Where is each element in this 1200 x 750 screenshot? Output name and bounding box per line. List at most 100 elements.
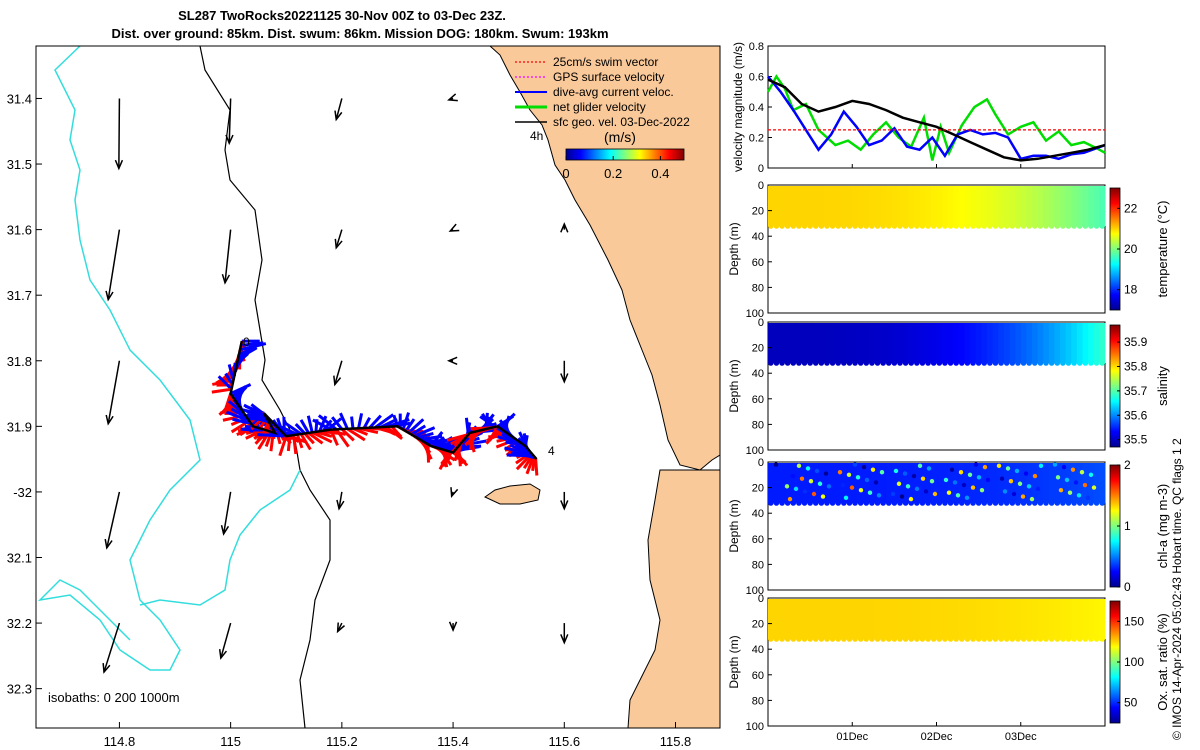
section-cell-edge <box>1009 636 1016 642</box>
chart-title-line2: Dist. over ground: 85km. Dist. swum: 86k… <box>111 26 609 41</box>
section-cell <box>880 463 887 503</box>
section-cell-edge <box>841 360 847 366</box>
chla-sample <box>1073 480 1079 485</box>
dive-avg-vector <box>244 404 265 415</box>
section-cell-edge <box>1037 360 1044 366</box>
geo-vector-head <box>560 634 569 645</box>
section-cell-edge <box>796 360 802 366</box>
section-cell-edge <box>818 223 825 229</box>
section-cell-edge <box>992 360 999 366</box>
section-cell-edge <box>1026 360 1032 366</box>
section-cell <box>958 463 966 503</box>
velocity-y-tick-label: 0.8 <box>749 41 764 53</box>
chla-sample <box>805 466 811 471</box>
section-cell-edge <box>841 500 847 506</box>
section-cell <box>897 186 904 226</box>
section-cell-edge <box>1088 223 1094 229</box>
section-cell-edge <box>801 360 808 366</box>
section-cell <box>1076 323 1084 363</box>
section-cell-edge <box>975 360 982 366</box>
chla-sample <box>820 494 826 499</box>
section-cell <box>1031 463 1039 503</box>
section-cell <box>942 186 949 226</box>
section-cell-edge <box>1043 636 1049 642</box>
section-cell-edge <box>914 223 920 229</box>
section-cell-edge <box>1082 360 1089 366</box>
section-cell <box>852 599 859 639</box>
section-cell <box>987 599 994 639</box>
section-cell-edge <box>1009 223 1016 229</box>
section-colorbar-label: Ox. sat. ratio (%) <box>1155 613 1170 711</box>
section-cell <box>1093 323 1100 363</box>
geo-vector-head <box>114 159 124 171</box>
section-cell-edge <box>902 636 909 642</box>
section-cell <box>930 323 937 363</box>
section-cell-edge <box>784 500 791 506</box>
section-cell-edge <box>863 223 870 229</box>
section-cell-edge <box>852 360 858 366</box>
section-cell <box>897 599 904 639</box>
section-cell-edge <box>1065 223 1072 229</box>
dive-avg-vector <box>410 424 427 436</box>
section-cell <box>835 323 842 363</box>
chla-sample <box>1020 494 1026 499</box>
section-cell <box>1054 323 1061 363</box>
section-cell <box>841 323 848 363</box>
section-cell-edge <box>824 500 830 506</box>
chla-sample <box>867 490 873 495</box>
section-cell-edge <box>880 636 886 642</box>
section-cell <box>1037 599 1044 639</box>
chla-sample <box>1076 493 1082 498</box>
section-y-tick-label: 20 <box>752 206 764 218</box>
section-cell <box>768 599 775 639</box>
section-y-tick-label: 80 <box>752 695 764 707</box>
section-y-tick-label: 60 <box>752 394 764 406</box>
section-cell <box>869 599 876 639</box>
section-y-tick-label: 40 <box>752 644 764 656</box>
section-cell <box>835 186 842 226</box>
section-cell <box>829 186 836 226</box>
section-cell <box>897 323 904 363</box>
dive-avg-vector <box>416 431 434 440</box>
section-colorbar-tick-label: 0 <box>1124 580 1131 594</box>
chla-sample <box>1079 470 1085 475</box>
section-cell <box>958 323 966 363</box>
section-cell <box>1043 323 1050 363</box>
section-y-tick-label: 40 <box>752 231 764 243</box>
chla-sample <box>1029 496 1035 502</box>
chla-sample <box>790 473 796 479</box>
section-cell <box>885 463 893 503</box>
section-cell <box>818 599 825 639</box>
section-cell <box>953 186 960 226</box>
section-cell-edge <box>964 223 971 229</box>
section-cell <box>1020 463 1027 503</box>
chla-sample <box>1023 471 1029 476</box>
geo-vector <box>335 98 343 120</box>
chla-sample <box>876 493 882 498</box>
section-cell-edge <box>897 500 903 506</box>
section-cell <box>1043 463 1050 503</box>
section-colorbar-tick-label: 35.9 <box>1124 335 1148 349</box>
section-cell-edge <box>790 223 797 229</box>
section-cell <box>964 599 971 639</box>
section-cell <box>930 186 937 226</box>
isobath-1000m <box>37 46 201 671</box>
section-cell <box>953 323 960 363</box>
section-colorbar-tick-label: 2 <box>1124 458 1131 472</box>
chla-sample <box>808 479 814 484</box>
isobaths-legend: isobaths: 0 200 1000m <box>48 690 180 705</box>
section-cell-edge <box>779 636 785 642</box>
salinity-section: 0 20 40 60 80 100 Depth (m) 35.5 35.6 35.7 35.8 35.… <box>727 317 1170 457</box>
section-cell-edge <box>958 223 965 229</box>
swim-vector <box>286 435 292 452</box>
map-y-ticks: 31.4 31.5 31.6 31.7 31.8 31.9 -32 32.1 32.2 32.3 <box>7 91 42 697</box>
section-cell <box>801 599 808 639</box>
swim-vector <box>440 451 453 465</box>
section-cell <box>796 463 803 503</box>
section-cell <box>812 323 820 363</box>
map-y-tick-label: 31.4 <box>7 91 32 106</box>
section-y-tick-label: 100 <box>746 721 764 733</box>
section-cell <box>975 599 982 639</box>
map-colorbar <box>565 148 685 161</box>
section-cell <box>846 323 853 363</box>
